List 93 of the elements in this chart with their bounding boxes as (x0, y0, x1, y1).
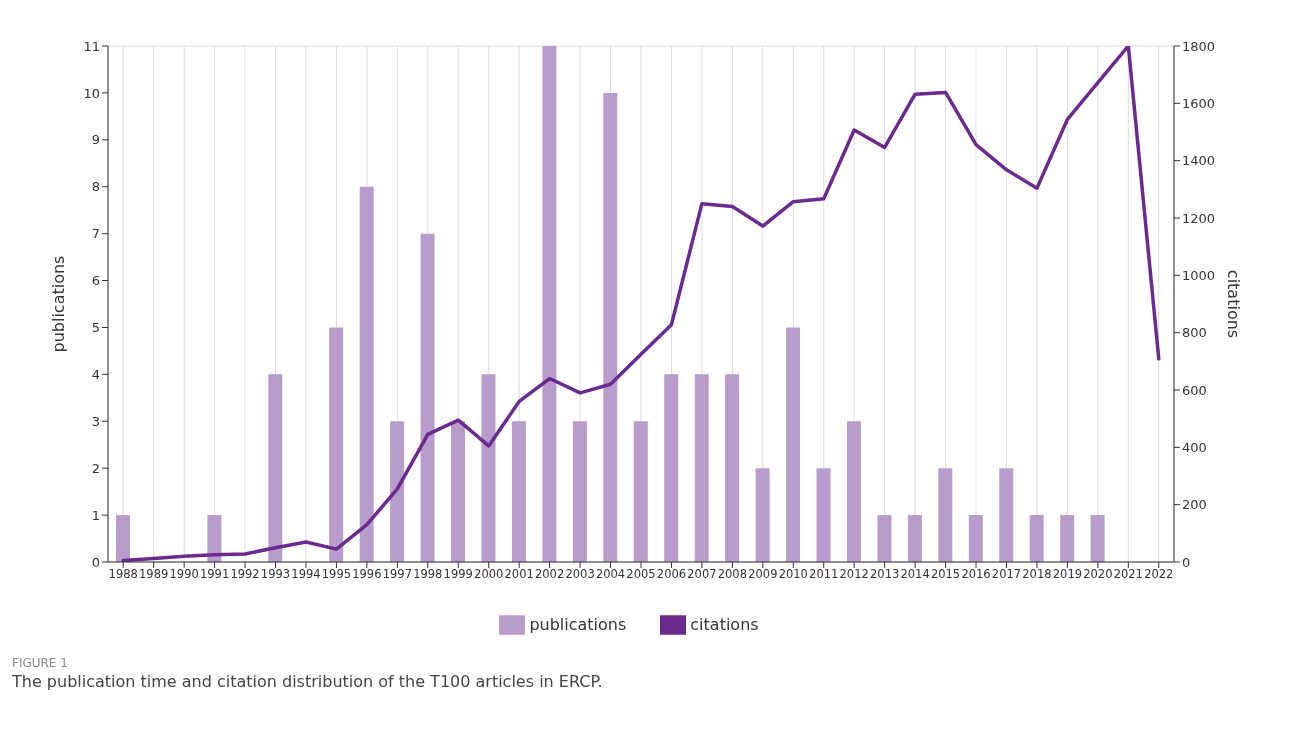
bar (451, 421, 466, 562)
x-tick-label: 2006 (656, 567, 687, 582)
x-tick-label: 2012 (839, 567, 869, 582)
bar (1029, 515, 1044, 562)
y-axis-title: publications (48, 255, 68, 353)
x-tick-label: 1996 (352, 567, 382, 582)
bar (877, 515, 892, 562)
x-tick-label: 1989 (139, 567, 169, 582)
y-tick-label: 1 (91, 507, 100, 523)
x-tick-label: 2020 (1083, 567, 1113, 582)
bar (755, 468, 770, 562)
x-tick-label: 1998 (413, 567, 443, 582)
bar (999, 468, 1014, 562)
bar (846, 421, 861, 562)
x-tick-label: 1990 (169, 567, 199, 582)
bar (633, 421, 648, 562)
y2-tick-label: 1400 (1182, 153, 1216, 169)
y-tick-label: 2 (91, 460, 100, 476)
bar (511, 421, 526, 562)
x-tick-label: 2003 (565, 567, 595, 582)
bar (725, 374, 740, 562)
legend-label: citations (690, 614, 759, 634)
bar (938, 468, 953, 562)
bar (603, 92, 618, 562)
x-tick-label: 2008 (717, 567, 748, 582)
bar (1060, 515, 1075, 562)
bar (664, 374, 679, 562)
bar (329, 327, 344, 562)
y2-tick-label: 200 (1182, 497, 1207, 513)
x-tick-label: 1992 (230, 567, 260, 582)
y2-tick-label: 1000 (1182, 267, 1216, 283)
bar (572, 421, 587, 562)
x-tick-label: 2018 (1022, 567, 1052, 582)
x-tick-label: 2009 (748, 567, 778, 582)
x-tick-label: 2015 (930, 567, 961, 582)
bar (359, 186, 374, 562)
x-tick-label: 1997 (382, 567, 412, 582)
y2-tick-label: 600 (1182, 382, 1207, 398)
y-tick-label: 9 (91, 132, 100, 148)
y-tick-label: 6 (91, 273, 100, 289)
text: The publication time and citation distribution of the T100 articles in ERCP. (12, 672, 604, 691)
x-tick-label: 2013 (870, 567, 900, 582)
y2-tick-label: 800 (1182, 325, 1207, 341)
bar (907, 515, 922, 562)
bar (268, 374, 283, 562)
x-tick-label: 1999 (443, 567, 473, 582)
y2-tick-label: 0 (1182, 554, 1191, 570)
y2-tick-label: 400 (1182, 439, 1207, 455)
x-tick-label: 1994 (291, 567, 321, 582)
y-tick-label: 0 (91, 554, 100, 570)
x-tick-label: 2000 (474, 567, 504, 582)
bar (420, 233, 435, 562)
bar (968, 515, 983, 562)
y-tick-label: 8 (91, 179, 100, 195)
x-tick-label: 2019 (1052, 567, 1083, 582)
y2-axis-title: citations (1224, 269, 1244, 339)
bar (694, 374, 709, 562)
bar (816, 468, 831, 562)
x-tick-label: 1993 (260, 567, 291, 582)
y-tick-label: 3 (91, 413, 100, 429)
caption: FIGURE 1 (12, 656, 69, 670)
x-tick-label: 2010 (778, 567, 808, 582)
x-tick-label: 1995 (321, 567, 352, 582)
x-tick-label: 2022 (1144, 567, 1174, 582)
x-tick-label: 2011 (809, 567, 839, 582)
x-tick-label: 2001 (504, 567, 534, 582)
legend-label: publications (529, 614, 627, 634)
bar (1090, 515, 1105, 562)
y2-tick-label: 1800 (1182, 38, 1216, 54)
line-series (121, 46, 1161, 562)
bar (481, 374, 496, 562)
y-tick-label: 11 (83, 38, 100, 54)
x-tick-label: 2016 (961, 567, 991, 582)
bar (116, 515, 130, 562)
bar (207, 515, 222, 562)
y2-tick-label: 1200 (1182, 210, 1216, 226)
x-tick-label: 1991 (199, 567, 230, 582)
x-tick-label: 2017 (991, 567, 1022, 582)
y-tick-label: 5 (91, 320, 100, 336)
y-tick-label: 7 (91, 226, 100, 242)
x-tick-label: 2005 (626, 567, 656, 582)
x-tick-label: 2002 (534, 567, 565, 582)
x-tick-label: 2014 (900, 567, 930, 582)
x-tick-label: 2007 (687, 567, 717, 582)
bar (542, 46, 557, 562)
x-tick-label: 2004 (595, 567, 626, 582)
bar (786, 327, 801, 562)
bar (390, 421, 405, 562)
y2-tick-label: 1600 (1182, 95, 1216, 111)
x-tick-label: 2021 (1113, 567, 1143, 582)
y-tick-label: 10 (83, 85, 100, 101)
x-tick-label: 1988 (108, 567, 138, 582)
y-tick-label: 4 (91, 366, 100, 382)
